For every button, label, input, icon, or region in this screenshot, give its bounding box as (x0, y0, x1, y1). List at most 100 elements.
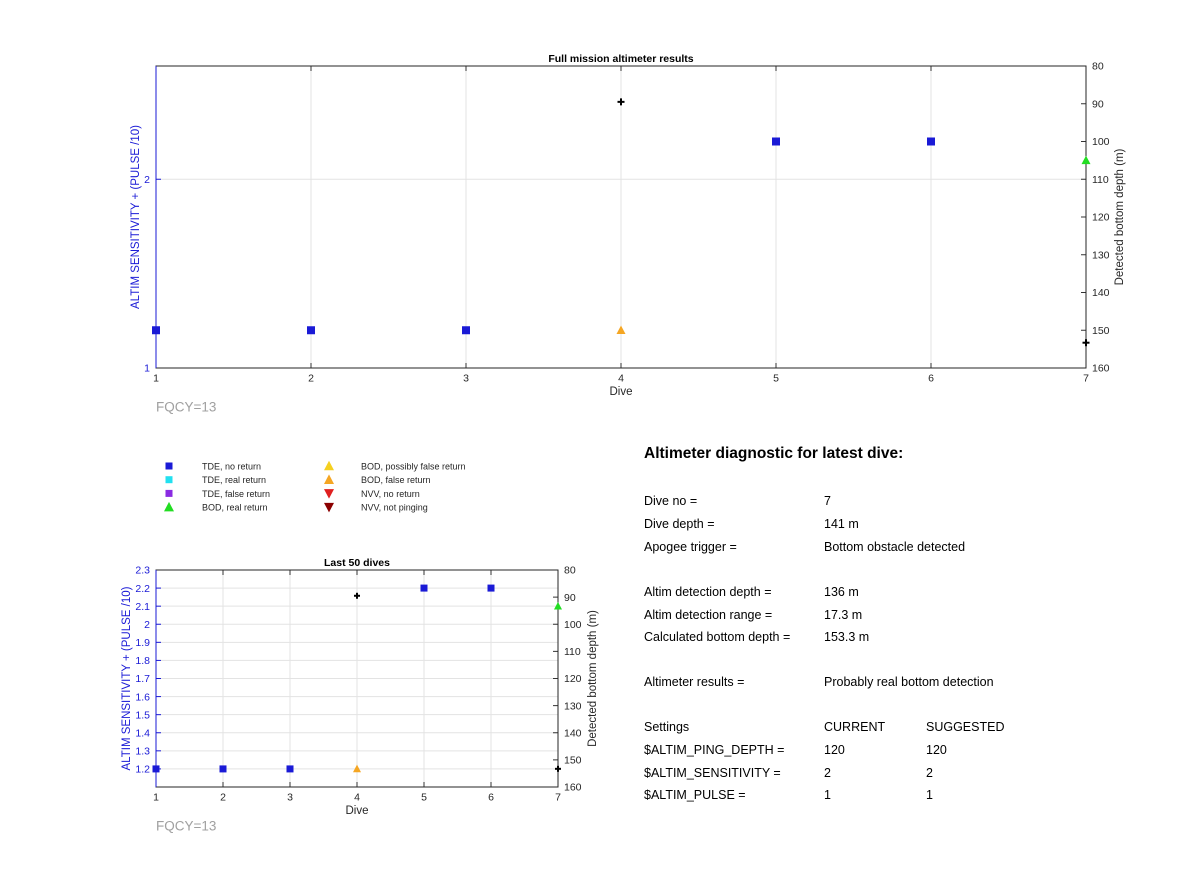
ping-depth-suggested: 120 (926, 743, 947, 757)
data-point (1081, 155, 1091, 165)
pulse-current: 1 (824, 788, 831, 802)
chart-legend: TDE, no return TDE, real return TDE, false… (164, 460, 466, 513)
bottom-depth-point (555, 765, 561, 772)
data-point (152, 765, 160, 773)
y-right-tick-label: 140 (564, 727, 582, 739)
current-header: CURRENT (824, 720, 886, 734)
y-right-tick-label: 140 (1092, 287, 1110, 299)
data-point (152, 326, 160, 335)
y-right-tick-label: 80 (564, 565, 576, 577)
sensitivity-label: $ALTIM_SENSITIVITY = (644, 766, 781, 780)
legend-marker (324, 489, 334, 499)
x-tick-label: 3 (463, 373, 469, 385)
x-tick-label: 6 (928, 373, 934, 385)
y-right-tick-label: 130 (1092, 249, 1110, 261)
legend-label: BOD, real return (202, 503, 268, 513)
apogee-trigger-value: Bottom obstacle detected (824, 540, 966, 554)
y-left-tick-label: 1.2 (135, 764, 150, 776)
y-right-tick-label: 90 (1092, 98, 1104, 110)
legend-label: TDE, no return (202, 462, 261, 472)
legend-marker (165, 476, 173, 484)
altimeter-results-value: Probably real bottom detection (824, 675, 994, 689)
detection-depth-label: Altim detection depth = (644, 585, 772, 599)
detection-range-label: Altim detection range = (644, 608, 773, 622)
legend-marker (164, 501, 174, 512)
frequency-annotation: FQCY=13 (156, 400, 216, 415)
sensitivity-suggested: 2 (926, 766, 933, 780)
y-left-tick-label: 1 (144, 363, 150, 375)
calculated-depth-value: 153.3 m (824, 630, 870, 644)
y-right-tick-label: 160 (564, 782, 582, 794)
data-point (487, 584, 495, 592)
bottom-depth-point (354, 592, 360, 599)
data-point (462, 326, 470, 335)
chart-title: Last 50 dives (324, 557, 390, 569)
y-right-tick-label: 150 (1092, 325, 1110, 337)
detection-depth-value: 136 m (824, 585, 859, 599)
x-tick-label: 1 (153, 373, 159, 385)
data-point (286, 765, 294, 773)
y-right-axis-label: Detected bottom depth (m) (1114, 148, 1126, 285)
full-mission-chart: 1 2 3 4 5 6 7 1 2 80 90 100 110 120 130 140 150 160 Full m… (130, 53, 1126, 415)
legend-marker (324, 474, 334, 484)
y-right-tick-label: 100 (564, 619, 582, 631)
sensitivity-current: 2 (824, 766, 831, 780)
legend-label: BOD, possibly false return (361, 462, 466, 472)
y-right-tick-label: 160 (1092, 363, 1110, 375)
y-left-tick-label: 1.9 (135, 637, 150, 649)
x-tick-label: 5 (421, 792, 427, 804)
x-tick-label: 4 (618, 373, 624, 385)
data-point (927, 137, 935, 146)
legend-label: NVV, not pinging (361, 503, 428, 513)
detection-range-value: 17.3 m (824, 608, 863, 622)
y-right-tick-label: 110 (564, 646, 581, 658)
calculated-depth-label: Calculated bottom depth = (644, 630, 791, 644)
bottom-depth-point (1082, 339, 1090, 347)
legend-label: TDE, real return (202, 475, 266, 485)
legend-label: NVV, no return (361, 489, 420, 499)
y-left-tick-label: 2 (144, 619, 150, 631)
legend-marker (165, 462, 173, 470)
y-left-tick-label: 1.3 (135, 746, 150, 758)
legend-marker (324, 502, 334, 513)
y-left-axis-label: ALTIM SENSITIVITY + (PULSE /10) (121, 586, 133, 770)
data-point (554, 601, 562, 610)
dive-depth-label: Dive depth = (644, 517, 715, 531)
pulse-suggested: 1 (926, 788, 933, 802)
dive-depth-value: 141 m (824, 517, 859, 531)
legend-marker (324, 460, 334, 471)
y-left-tick-label: 1.5 (135, 709, 150, 721)
y-left-tick-label: 1.6 (135, 691, 150, 703)
data-point (420, 584, 428, 592)
frequency-annotation: FQCY=13 (156, 819, 216, 834)
x-tick-label: 7 (555, 792, 561, 804)
chart-title: Full mission altimeter results (548, 53, 693, 65)
x-tick-label: 5 (773, 373, 779, 385)
x-tick-label: 2 (308, 373, 314, 385)
y-left-axis-label: ALTIM SENSITIVITY + (PULSE /10) (130, 125, 142, 309)
x-axis-label: Dive (609, 386, 632, 398)
bottom-depth-point (617, 98, 625, 106)
data-point (772, 137, 780, 146)
legend-label: BOD, false return (361, 475, 431, 485)
x-tick-label: 7 (1083, 373, 1089, 385)
y-left-tick-label: 2.2 (135, 583, 150, 595)
ping-depth-label: $ALTIM_PING_DEPTH = (644, 743, 785, 757)
y-left-tick-label: 2.1 (135, 601, 150, 613)
x-tick-label: 2 (220, 792, 226, 804)
altimeter-results-label: Altimeter results = (644, 675, 745, 689)
y-right-tick-label: 90 (564, 592, 576, 604)
ping-depth-current: 120 (824, 743, 845, 757)
y-right-axis-label: Detected bottom depth (m) (587, 610, 599, 747)
y-right-tick-label: 130 (564, 700, 582, 712)
x-tick-label: 4 (354, 792, 360, 804)
data-point (616, 325, 626, 335)
dive-no-value: 7 (824, 494, 831, 508)
legend-label: TDE, false return (202, 489, 270, 499)
y-right-tick-label: 100 (1092, 136, 1110, 148)
y-right-tick-label: 150 (564, 755, 582, 767)
x-tick-label: 6 (488, 792, 494, 804)
pulse-label: $ALTIM_PULSE = (644, 788, 746, 802)
x-tick-label: 3 (287, 792, 293, 804)
data-point (353, 764, 361, 773)
